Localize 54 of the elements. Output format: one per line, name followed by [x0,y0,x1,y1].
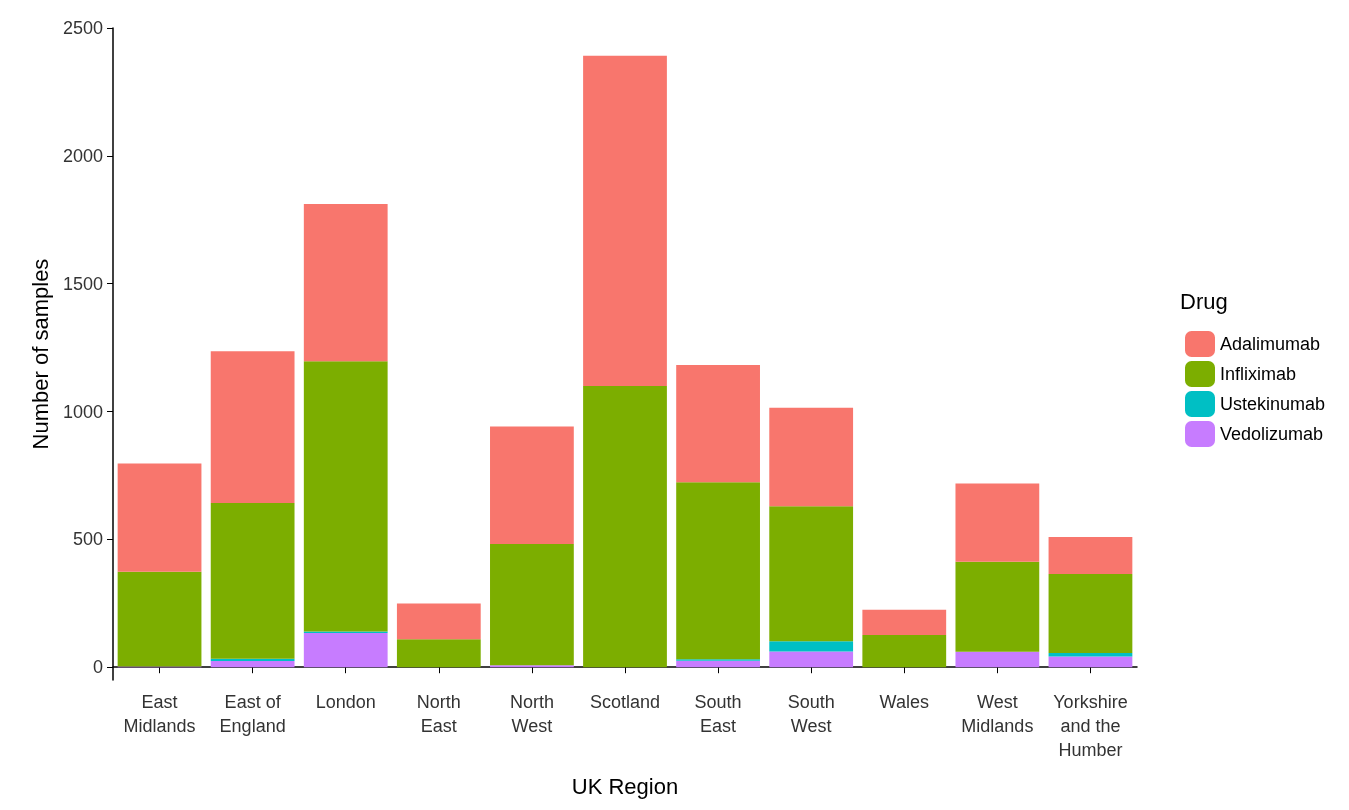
bar [210,351,295,504]
bar [955,561,1040,652]
y-tick-label: 1000 [62,401,103,422]
bar [676,364,760,483]
legend-label: Ustekinumab [1220,394,1326,414]
bar [769,641,854,652]
bar [396,603,481,640]
bar [676,482,760,660]
y-tick-label: 2000 [62,145,103,166]
bar [490,426,574,544]
x-tick-label: South East [694,692,742,736]
x-tick-label: North West [509,692,554,736]
bar [396,639,481,668]
bar [769,506,854,642]
bar [303,361,388,632]
bar [490,665,574,668]
bar [117,571,202,667]
legend-label: Adalimumab [1220,334,1321,354]
x-tick-label: East of England [219,692,286,736]
bar [303,203,388,362]
bar [1048,573,1133,653]
x-tick-label: North East [416,692,461,736]
bar [117,463,202,572]
y-axis-title: Number of samples [27,258,53,450]
bar [676,660,760,668]
bar [955,483,1040,562]
bar [862,635,947,668]
bar [862,609,947,635]
legend-label: Vedolizumab [1220,424,1324,444]
bar [769,407,854,507]
x-tick-label: Scotland [589,692,661,712]
bar [955,651,1040,668]
y-tick-label: 0 [92,657,103,678]
bar [303,632,388,668]
bar [1048,537,1133,574]
legend-title: Drug [1180,288,1228,314]
x-tick-label: Yorkshire and the Humber [1053,692,1128,760]
x-tick-label: South West [787,692,835,736]
x-tick-label: West Midlands [961,692,1034,736]
bar [769,651,854,668]
x-tick-label: London [315,692,376,712]
bar [583,55,667,386]
bar [210,661,295,668]
x-axis-title: UK Region [571,773,679,799]
x-tick-label: Wales [879,692,929,712]
bar [490,543,574,666]
bar [583,385,667,668]
y-tick-label: 1500 [62,273,103,294]
y-tick-label: 500 [72,529,103,550]
bar [210,503,295,659]
x-tick-label: East Midlands [123,692,196,736]
y-tick-label: 2500 [62,18,103,38]
legend-label: Infliximab [1220,364,1297,384]
bar [1048,656,1133,668]
